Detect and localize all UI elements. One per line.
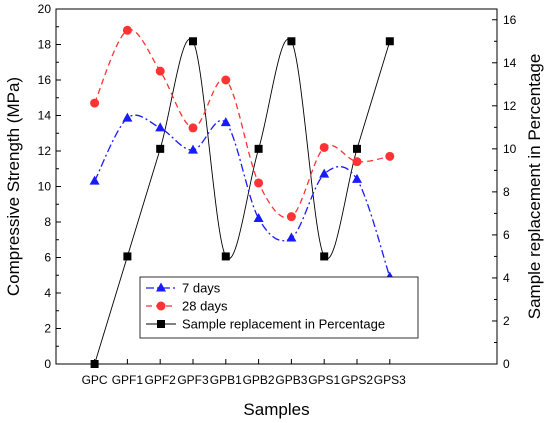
x-tick-label: GPB3 [275, 373, 307, 387]
data-point [188, 123, 198, 133]
data-point [319, 142, 329, 152]
y2-tick-label: 14 [503, 56, 517, 70]
right-axis: 0 2 4 6 8 10 12 14 16 [492, 13, 517, 371]
data-point [353, 144, 361, 153]
y-tick-label: 2 [44, 322, 51, 336]
data-point [352, 157, 362, 167]
legend-marker [156, 282, 166, 292]
y-tick-label: 16 [38, 73, 52, 87]
x-tick-label: GPB2 [243, 373, 275, 387]
left-axis: 0 2 4 6 8 10 12 14 16 18 20 [38, 2, 61, 371]
series-line [94, 29, 390, 219]
data-point [319, 168, 330, 178]
y2-tick-label: 2 [503, 314, 510, 328]
y-tick-label: 8 [44, 215, 51, 229]
y-tick-label: 18 [38, 38, 52, 52]
x-axis: GPC GPF1 GPF2 GPF3 GPB1 GPB2 GPB3 GPS1 GPS2 GPS3 [82, 359, 406, 387]
data-point [254, 178, 264, 188]
x-axis-title: Samples [243, 400, 309, 419]
series-28-days [90, 25, 395, 222]
y2-tick-label: 6 [503, 228, 510, 242]
data-point [220, 117, 231, 127]
series-line [94, 38, 391, 365]
y-tick-label: 6 [44, 251, 51, 265]
legend: 7 days 28 days Sample replacement in Perce… [139, 276, 419, 339]
data-point [221, 75, 231, 85]
series-layer [89, 25, 395, 368]
y-tick-label: 12 [38, 144, 52, 158]
y-tick-label: 0 [44, 357, 51, 371]
y2-tick-label: 12 [503, 99, 517, 113]
legend-marker [157, 320, 165, 328]
legend-marker [156, 301, 166, 311]
y2-tick-label: 0 [503, 357, 510, 371]
data-point [122, 112, 133, 122]
data-point [90, 98, 100, 108]
data-point [320, 252, 329, 261]
data-point [286, 212, 296, 222]
x-tick-label: GPS3 [374, 373, 406, 387]
y-tick-label: 14 [38, 109, 52, 123]
data-point [89, 175, 100, 185]
y2-tick-label: 16 [503, 13, 517, 27]
legend-box [139, 276, 419, 339]
series-7-days [89, 112, 395, 281]
data-point [352, 173, 362, 183]
x-tick-label: GPB1 [210, 373, 242, 387]
data-point [156, 144, 165, 153]
data-point [253, 212, 264, 222]
data-point [123, 252, 132, 261]
y-tick-label: 10 [38, 180, 52, 194]
legend-label: Sample replacement in Percentage [182, 317, 385, 332]
y2-tick-label: 4 [503, 271, 510, 285]
legend-label: 28 days [182, 299, 228, 314]
legend-label: 7 days [182, 281, 221, 296]
y-axis-title: Compressive Strength (MPa) [4, 77, 23, 296]
x-tick-label: GPF2 [145, 373, 177, 387]
data-point [155, 122, 166, 132]
data-point [221, 252, 230, 261]
x-tick-label: GPF3 [177, 373, 209, 387]
data-point [122, 25, 132, 35]
x-tick-label: GPC [82, 373, 108, 387]
x-tick-label: GPS1 [308, 373, 340, 387]
y-tick-label: 4 [44, 286, 51, 300]
y2-tick-label: 10 [503, 142, 517, 156]
data-point [189, 37, 197, 46]
data-point [254, 144, 263, 153]
series-line [94, 114, 391, 278]
data-point [287, 37, 296, 46]
y-tick-label: 20 [38, 2, 52, 16]
data-point [385, 151, 395, 161]
data-point [385, 37, 394, 46]
data-point [188, 144, 198, 154]
x-tick-label: GPF1 [112, 373, 144, 387]
data-point [155, 66, 165, 76]
y2-tick-label: 8 [503, 185, 510, 199]
y2-axis-title: Sample replacement in Percentage [525, 54, 544, 320]
x-tick-label: GPS2 [341, 373, 373, 387]
data-point [286, 232, 297, 242]
